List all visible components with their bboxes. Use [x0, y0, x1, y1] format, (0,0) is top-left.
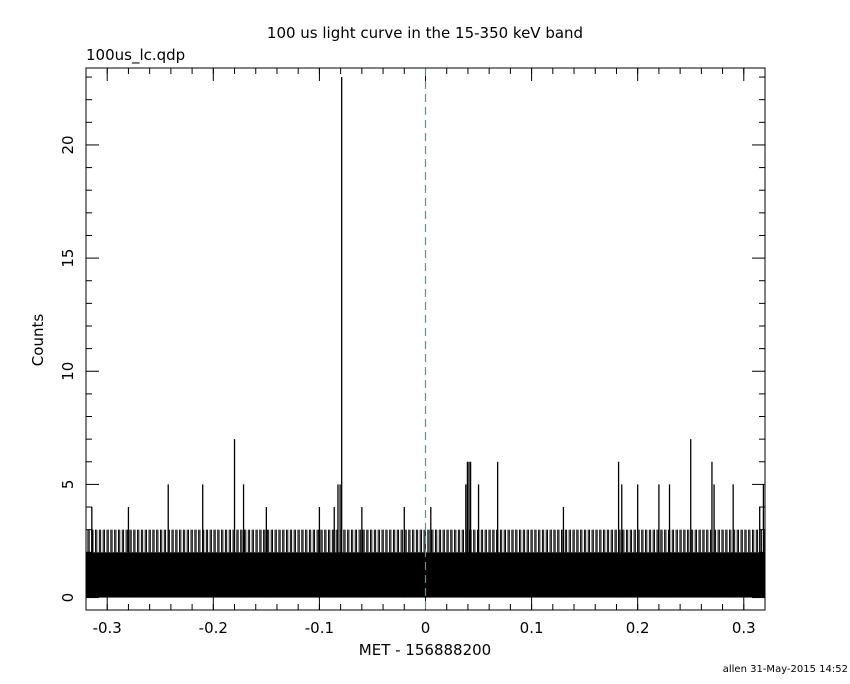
- x-tick-label: 0.2: [626, 619, 650, 637]
- ticks-layer: -0.3 -0.2 -0.1 0 0.1 0.2 0.3 0 5 10 15 20: [59, 68, 766, 637]
- y-tick-label: 5: [59, 480, 77, 490]
- x-tick-label: 0: [421, 619, 431, 637]
- chart-subtitle: 100us_lc.qdp: [86, 46, 185, 65]
- y-tick-label: 0: [59, 593, 77, 603]
- y-tick-label: 20: [59, 135, 77, 154]
- chart-title: 100 us light curve in the 15-350 keV ban…: [267, 24, 583, 42]
- y-tick-label: 15: [59, 249, 77, 268]
- bars-layer: [86, 77, 765, 598]
- x-tick-label: 0.3: [732, 619, 756, 637]
- footer-stamp: allen 31-May-2015 14:52: [723, 664, 848, 675]
- y-tick-label: 10: [59, 362, 77, 381]
- y-axis-label: Counts: [29, 314, 47, 367]
- x-tick-label: 0.1: [520, 619, 544, 637]
- x-tick-label: -0.1: [305, 619, 334, 637]
- x-tick-label: -0.2: [199, 619, 228, 637]
- x-axis-label: MET - 156888200: [359, 641, 491, 659]
- x-tick-label: -0.3: [93, 619, 122, 637]
- plot-frame: [85, 67, 766, 611]
